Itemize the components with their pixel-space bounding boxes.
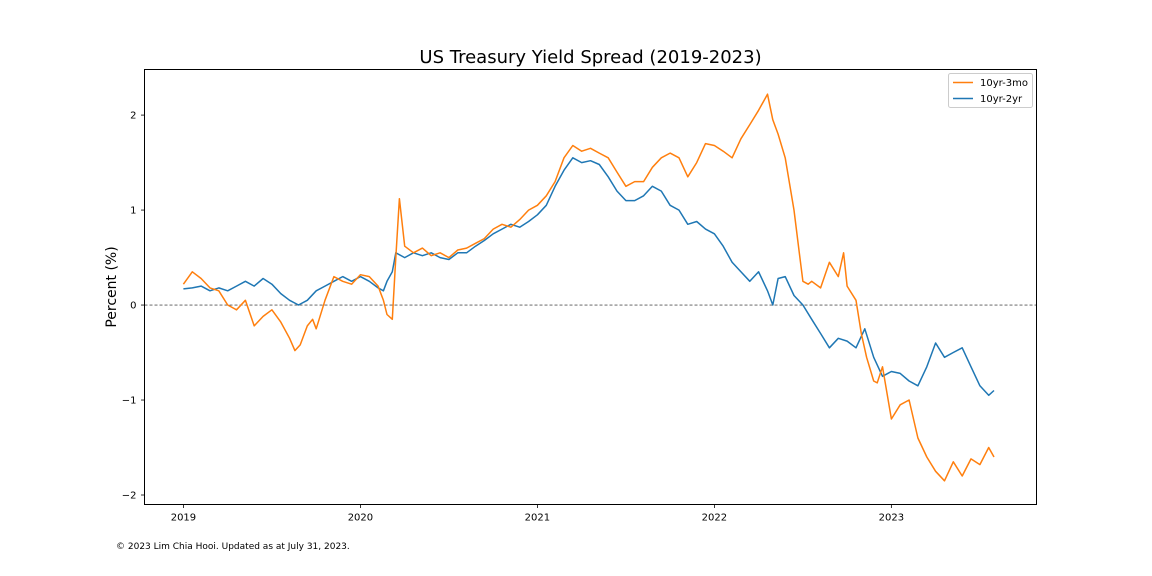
x-tick-label: 2021 [525, 513, 550, 524]
y-tick-label: 2 [130, 111, 136, 122]
plot-area [144, 93, 1037, 482]
series-line-10yr-3mo [182, 93, 995, 482]
axis-ticks: 2019 2020 2021 2022 2023 −2 −1 0 1 2 [122, 111, 904, 524]
y-tick-label: −1 [122, 396, 137, 407]
copyright-footnote: © 2023 Lim Chia Hooi. Updated as at July… [116, 542, 350, 552]
y-tick-label: −2 [122, 491, 137, 502]
chart-title: US Treasury Yield Spread (2019-2023) [419, 47, 761, 68]
y-tick-label: 1 [130, 206, 136, 217]
y-axis-label: Percent (%) [104, 246, 120, 327]
legend-label-10yr-3mo: 10yr-3mo [980, 78, 1028, 89]
x-tick-label: 2022 [702, 513, 727, 524]
legend: 10yr-3mo 10yr-2yr [948, 73, 1033, 108]
x-tick-label: 2019 [171, 513, 196, 524]
series-line-10yr-2yr [183, 157, 995, 397]
x-tick-label: 2023 [879, 513, 904, 524]
legend-label-10yr-2yr: 10yr-2yr [980, 94, 1023, 105]
y-tick-label: 0 [130, 301, 136, 312]
axes-frame [144, 69, 1037, 505]
x-tick-label: 2020 [348, 513, 373, 524]
